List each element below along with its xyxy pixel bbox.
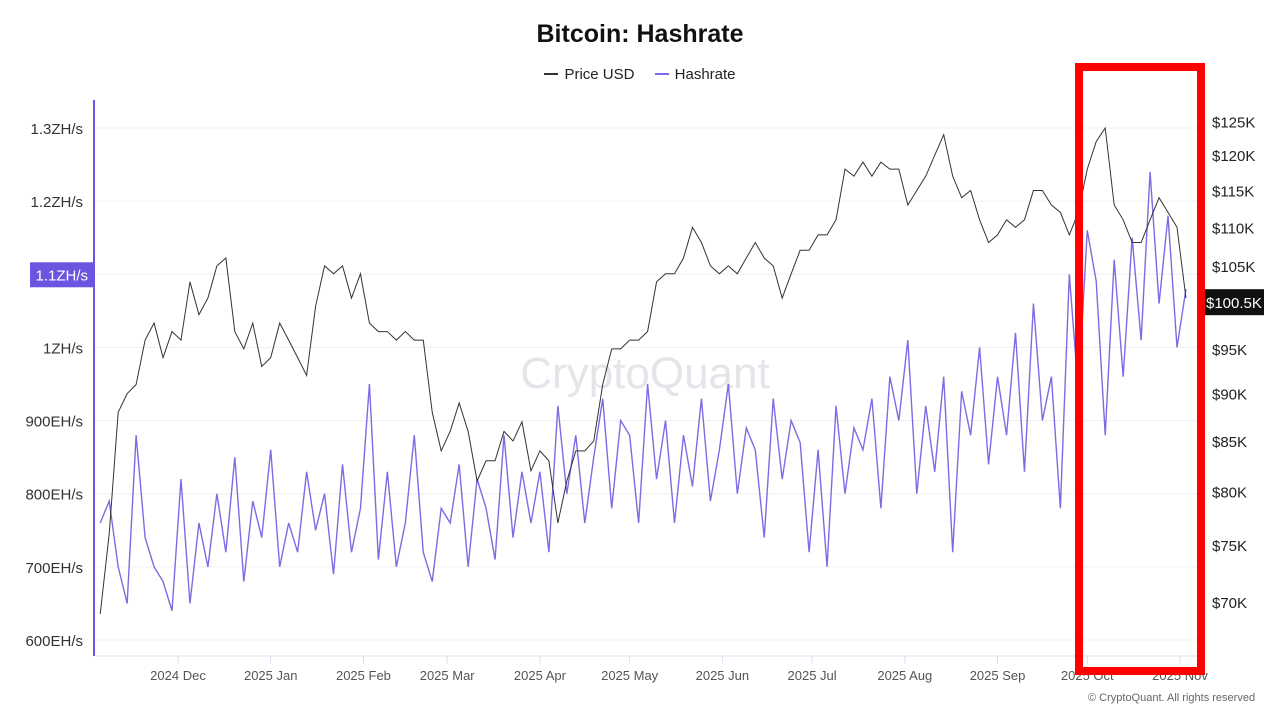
legend-item-price[interactable]: Price USD: [544, 66, 634, 83]
x-tick-label: 2025 Apr: [514, 668, 567, 683]
legend: Price USD Hashrate: [0, 62, 1280, 83]
x-tick-label: 2025 Jul: [788, 668, 837, 683]
left-tick-label: 1ZH/s: [43, 340, 83, 357]
right-tick-label: $75K: [1212, 538, 1247, 555]
x-tick-label: 2025 Mar: [420, 668, 476, 683]
left-tick-label: 800EH/s: [25, 487, 83, 504]
current-price-badge: [1205, 289, 1264, 316]
right-tick-label: $70K: [1212, 595, 1247, 612]
left-tick-label: 900EH/s: [25, 414, 83, 431]
right-tick-label: $95K: [1212, 342, 1247, 359]
copyright: © CryptoQuant. All rights reserved: [1088, 692, 1256, 704]
right-tick-label: $90K: [1212, 387, 1247, 404]
highlight-box: [1075, 63, 1205, 675]
right-tick-label: $120K: [1212, 148, 1255, 165]
x-tick-label: 2025 Aug: [877, 668, 932, 683]
left-tick-label: 1.3ZH/s: [30, 121, 83, 138]
x-tick-label: 2025 Jun: [696, 668, 750, 683]
hashrate-line: [99, 171, 1187, 611]
x-tick-label: 2025 Feb: [336, 668, 391, 683]
x-tick-label: 2025 Jan: [244, 668, 298, 683]
left-tick-label: 600EH/s: [25, 633, 83, 650]
x-tick-label: 2024 Dec: [150, 668, 206, 683]
right-tick-label: $105K: [1212, 259, 1255, 276]
right-tick-label: $115K: [1212, 183, 1254, 200]
right-tick-label: $125K: [1212, 114, 1255, 131]
legend-label-price: Price USD: [564, 65, 635, 83]
legend-item-hashrate[interactable]: Hashrate: [654, 65, 736, 83]
left-tick-label: 700EH/s: [25, 560, 83, 577]
chart-title: Bitcoin: Hashrate: [536, 20, 744, 48]
right-tick-label: $85K: [1212, 434, 1247, 451]
price-line: [99, 126, 1187, 614]
legend-label-hashrate: Hashrate: [674, 65, 736, 83]
watermark: CryptoQuant: [520, 349, 769, 398]
right-tick-label: $110K: [1212, 220, 1254, 237]
right-tick-label: $80K: [1212, 484, 1247, 501]
x-tick-label: 2025 Sep: [970, 668, 1026, 683]
x-tick-label: 2025 May: [601, 668, 659, 683]
current-price-label: $100.5K: [1206, 295, 1262, 312]
current-hashrate-badge: [30, 262, 94, 288]
left-tick-label: 1.1ZH/s: [35, 267, 88, 284]
left-tick-label: 1.2ZH/s: [30, 194, 83, 211]
